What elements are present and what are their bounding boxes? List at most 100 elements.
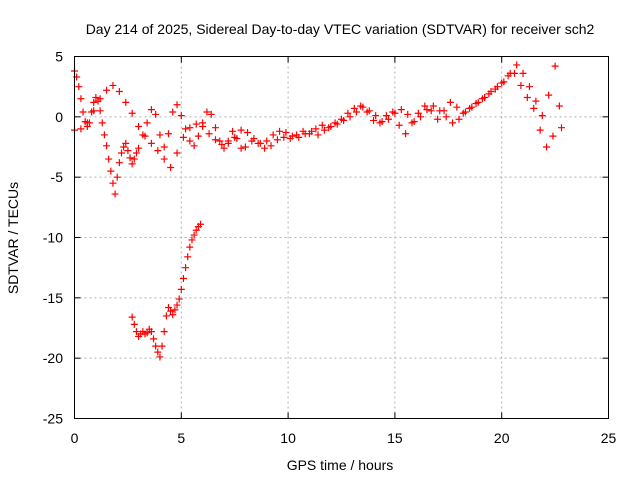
data-point	[122, 139, 130, 147]
data-point	[167, 307, 175, 315]
data-point	[216, 137, 224, 145]
data-point	[109, 179, 117, 187]
data-point	[77, 95, 85, 103]
data-point	[122, 98, 130, 106]
data-point	[263, 137, 271, 145]
data-point	[184, 253, 192, 261]
data-point	[468, 103, 476, 111]
data-point	[446, 98, 454, 106]
data-point	[152, 110, 160, 118]
data-point	[154, 348, 162, 356]
x-tick-label: 25	[601, 430, 617, 446]
data-point	[147, 106, 155, 114]
data-points	[71, 61, 566, 361]
data-point	[160, 328, 168, 336]
data-point	[352, 108, 360, 116]
data-point	[128, 160, 136, 168]
data-point	[164, 130, 172, 138]
data-point	[506, 69, 514, 77]
data-point	[237, 144, 245, 152]
series-lower-excursion	[128, 220, 205, 361]
data-point	[130, 155, 138, 163]
data-point	[241, 143, 249, 151]
data-point	[105, 155, 113, 163]
data-point	[186, 124, 194, 132]
data-point	[320, 126, 328, 134]
data-point	[417, 113, 425, 121]
data-point	[211, 124, 219, 132]
data-point	[96, 95, 104, 103]
data-point	[173, 101, 181, 109]
data-point	[288, 132, 296, 140]
data-point	[442, 113, 450, 121]
data-point	[538, 112, 546, 120]
data-point	[90, 98, 98, 106]
data-point	[177, 285, 185, 293]
data-point	[124, 147, 132, 155]
data-point	[314, 131, 322, 139]
data-point	[158, 342, 166, 350]
data-point	[175, 295, 183, 303]
data-point	[220, 144, 228, 152]
data-point	[218, 141, 226, 149]
data-point	[256, 139, 264, 147]
x-tick-label: 5	[177, 430, 185, 446]
data-point	[192, 226, 200, 234]
data-point	[103, 142, 111, 150]
y-tick-label: 0	[55, 109, 63, 125]
data-point	[164, 303, 172, 311]
data-point	[391, 109, 399, 117]
data-point	[113, 173, 121, 181]
data-point	[169, 108, 177, 116]
data-point	[500, 78, 508, 86]
data-point	[410, 118, 418, 126]
data-point	[83, 119, 91, 127]
data-point	[558, 124, 566, 132]
data-point	[111, 190, 119, 198]
data-point	[205, 130, 213, 138]
data-point	[493, 83, 501, 91]
data-point	[402, 130, 410, 138]
data-point	[128, 313, 136, 321]
data-point	[179, 275, 187, 283]
x-tick-label: 10	[280, 430, 296, 446]
y-tick-label: -10	[43, 230, 63, 246]
data-point	[169, 311, 177, 319]
data-point	[120, 143, 128, 151]
y-tick-label: -25	[43, 411, 63, 427]
data-point	[182, 125, 190, 133]
data-point	[192, 120, 200, 128]
data-point	[545, 91, 553, 99]
y-axis-label: SDTVAR / TECUs	[5, 182, 21, 294]
data-point	[453, 103, 461, 111]
data-point	[162, 312, 170, 320]
data-point	[295, 133, 303, 141]
data-point	[132, 149, 140, 157]
data-point	[449, 119, 457, 127]
data-point	[261, 144, 269, 152]
series-upper-band	[71, 61, 566, 172]
data-point	[90, 107, 98, 115]
data-point	[350, 104, 358, 112]
data-point	[194, 132, 202, 140]
data-point	[244, 129, 252, 137]
data-point	[160, 143, 168, 151]
data-point	[372, 112, 380, 120]
series-main-band	[71, 67, 563, 198]
data-point	[536, 126, 544, 134]
data-point	[92, 94, 100, 102]
data-point	[98, 119, 106, 127]
data-point	[186, 137, 194, 145]
data-point	[179, 133, 187, 141]
data-point	[397, 106, 405, 114]
data-point	[79, 108, 87, 116]
data-point	[461, 108, 469, 116]
data-point	[384, 115, 392, 123]
data-point	[340, 116, 348, 124]
data-point	[190, 142, 198, 150]
data-point	[143, 329, 151, 337]
data-point	[147, 328, 155, 336]
data-point	[551, 62, 559, 70]
data-point	[150, 335, 158, 343]
